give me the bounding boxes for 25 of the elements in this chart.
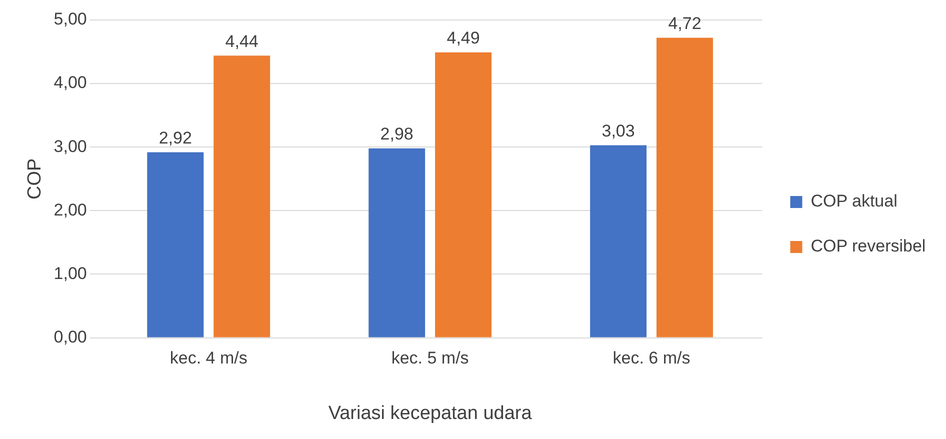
bar [368,148,426,338]
data-label: 4,72 [668,14,702,33]
bar [590,145,647,338]
data-label: 4,49 [446,28,480,48]
data-label: 2,98 [380,124,414,144]
y-tick-label: 4,00 [54,73,87,92]
x-tick-label: kec. 4 m/s [170,348,248,368]
data-label: 2,92 [158,128,192,148]
legend-label: COP reversibel [810,236,926,256]
legend-label: COP aktual [810,192,898,211]
data-label: 4,44 [225,32,258,51]
y-axis-title: COP [24,158,46,200]
bar [435,52,492,338]
y-tick-label: 0,00 [54,327,87,346]
y-tick-label: 5,00 [54,10,87,29]
bar [656,38,713,338]
bar [147,152,204,338]
data-label: 3,03 [602,121,635,140]
y-tick-label: 3,00 [54,136,87,156]
x-tick-label: kec. 5 m/s [391,348,469,368]
x-tick-label: kec. 6 m/s [612,348,690,368]
x-axis-title: Variasi kecepatan udara [328,402,532,424]
y-tick-label: 1,00 [54,264,87,283]
y-tick-label: 2,00 [54,200,87,220]
bar [214,56,270,338]
